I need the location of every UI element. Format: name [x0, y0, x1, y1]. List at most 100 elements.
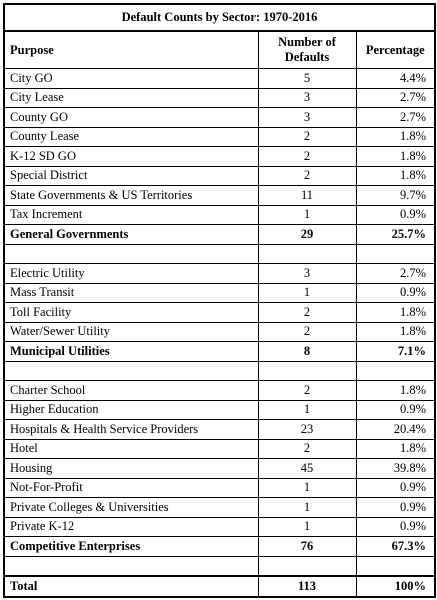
table-cell: 1 — [257, 204, 357, 225]
table-cell: 45 — [257, 458, 357, 479]
header-cell: Percentage — [355, 30, 436, 69]
table-title: Default Counts by Sector: 1970-2016 — [3, 3, 436, 32]
data-row: K-12 SD GO 2 1.8% — [3, 146, 436, 167]
data-row: Hospitals & Health Service Providers 23 20… — [3, 419, 436, 440]
table-cell: Special District — [3, 165, 259, 186]
data-row: Housing 45 39.8% — [3, 458, 436, 479]
table-cell: 1 — [257, 282, 357, 303]
table-cell: General Governments — [3, 224, 259, 245]
table-cell: Charter School — [3, 380, 259, 401]
table-cell: 1 — [257, 477, 357, 498]
table-cell: Higher Education — [3, 399, 259, 420]
data-row: County GO 3 2.7% — [3, 107, 436, 128]
table-cell: 1.8% — [355, 321, 436, 342]
table-cell: 3 — [257, 263, 357, 284]
table-cell: Toll Facility — [3, 302, 259, 323]
table-cell: 0.9% — [355, 204, 436, 225]
header-cell: Purpose — [3, 30, 259, 69]
table-cell: Private Colleges & Universities — [3, 497, 259, 518]
table-cell: 100% — [355, 575, 436, 597]
subtotal-row: Competitive Enterprises 76 67.3% — [3, 536, 436, 557]
empty-cell — [257, 360, 357, 381]
table-cell: 0.9% — [355, 477, 436, 498]
data-row: Water/Sewer Utility 2 1.8% — [3, 321, 436, 342]
table-cell: 2.7% — [355, 263, 436, 284]
total-row: Total 113 100% — [3, 575, 436, 597]
table-cell: 2 — [257, 380, 357, 401]
table-cell: Not-For-Profit — [3, 477, 259, 498]
data-row: Not-For-Profit 1 0.9% — [3, 477, 436, 498]
table-cell: City Lease — [3, 87, 259, 108]
table-cell: 2 — [257, 146, 357, 167]
table-cell: 8 — [257, 341, 357, 362]
table-cell: 3 — [257, 87, 357, 108]
table-cell: 5 — [257, 68, 357, 89]
table-cell: 3 — [257, 107, 357, 128]
empty-cell — [355, 243, 436, 264]
subtotal-row: General Governments 29 25.7% — [3, 224, 436, 245]
table-cell: 23 — [257, 419, 357, 440]
table-cell: 1.8% — [355, 302, 436, 323]
data-row: Tax Increment 1 0.9% — [3, 204, 436, 225]
empty-cell — [355, 555, 436, 577]
table-cell: Municipal Utilities — [3, 341, 259, 362]
table-cell: 7.1% — [355, 341, 436, 362]
spacer-row — [3, 555, 436, 577]
table-cell: Total — [3, 575, 259, 597]
data-row: Toll Facility 2 1.8% — [3, 302, 436, 323]
table-cell: Hospitals & Health Service Providers — [3, 419, 259, 440]
table-cell: 1.8% — [355, 380, 436, 401]
table-cell: 11 — [257, 185, 357, 206]
default-table: Default Counts by Sector: 1970-2016 Purp… — [3, 3, 437, 598]
table-cell: K-12 SD GO — [3, 146, 259, 167]
data-row: Special District 2 1.8% — [3, 165, 436, 186]
table-cell: Hotel — [3, 438, 259, 459]
empty-cell — [257, 243, 357, 264]
header-cell: Number of Defaults — [257, 30, 357, 69]
subtotal-row: Municipal Utilities 8 7.1% — [3, 341, 436, 362]
table-cell: Private K-12 — [3, 516, 259, 537]
data-row: Electric Utility 3 2.7% — [3, 263, 436, 284]
table-cell: Tax Increment — [3, 204, 259, 225]
data-row: Charter School 2 1.8% — [3, 380, 436, 401]
data-row: City Lease 3 2.7% — [3, 87, 436, 108]
spacer-row — [3, 360, 436, 381]
table-cell: 2 — [257, 321, 357, 342]
table-cell: State Governments & US Territories — [3, 185, 259, 206]
table-cell: 0.9% — [355, 399, 436, 420]
table-cell: 76 — [257, 536, 357, 557]
table-cell: 2 — [257, 438, 357, 459]
table-cell: 67.3% — [355, 536, 436, 557]
data-row: Mass Transit 1 0.9% — [3, 282, 436, 303]
table-body: Default Counts by Sector: 1970-2016 Purp… — [3, 3, 436, 597]
table-cell: 2.7% — [355, 107, 436, 128]
table-cell: Electric Utility — [3, 263, 259, 284]
table-cell: 4.4% — [355, 68, 436, 89]
table-cell: 2.7% — [355, 87, 436, 108]
table-cell: 1 — [257, 497, 357, 518]
empty-cell — [257, 555, 357, 577]
table-cell: 20.4% — [355, 419, 436, 440]
table-cell: 1.8% — [355, 146, 436, 167]
table-cell: 1 — [257, 399, 357, 420]
title-row: Default Counts by Sector: 1970-2016 — [3, 3, 436, 32]
table-cell: 9.7% — [355, 185, 436, 206]
table-cell: Housing — [3, 458, 259, 479]
table-cell: County Lease — [3, 126, 259, 147]
table-cell: 2 — [257, 302, 357, 323]
table-cell: 2 — [257, 126, 357, 147]
empty-cell — [3, 243, 259, 264]
data-row: Private K-12 1 0.9% — [3, 516, 436, 537]
table-cell: City GO — [3, 68, 259, 89]
empty-cell — [355, 360, 436, 381]
empty-cell — [3, 360, 259, 381]
table-cell: Water/Sewer Utility — [3, 321, 259, 342]
table-cell: 0.9% — [355, 516, 436, 537]
table-cell: 113 — [257, 575, 357, 597]
data-row: City GO 5 4.4% — [3, 68, 436, 89]
table-cell: Competitive Enterprises — [3, 536, 259, 557]
data-row: State Governments & US Territories 11 9.7% — [3, 185, 436, 206]
data-row: County Lease 2 1.8% — [3, 126, 436, 147]
table-cell: 29 — [257, 224, 357, 245]
